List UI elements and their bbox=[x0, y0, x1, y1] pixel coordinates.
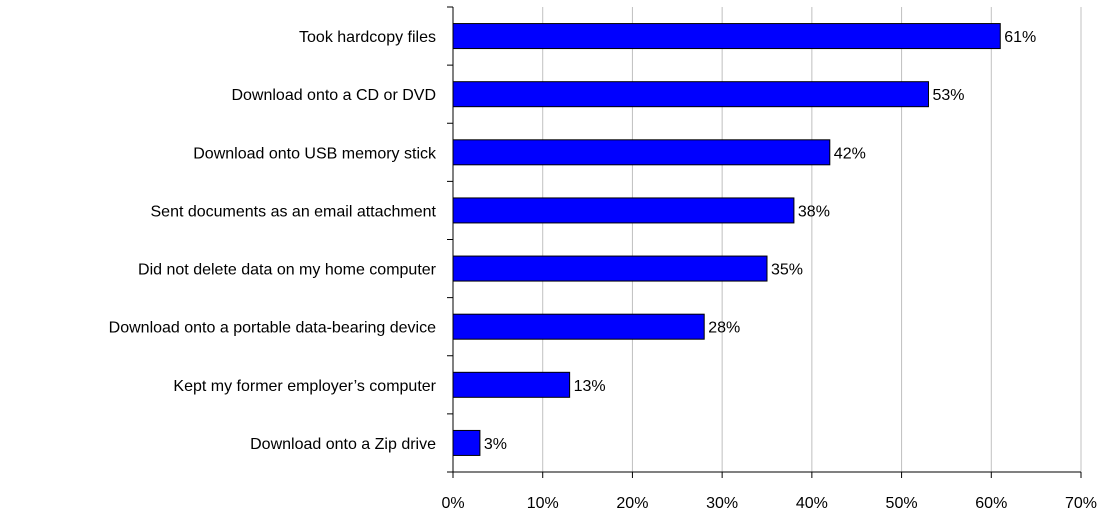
value-label: 61% bbox=[1004, 29, 1036, 46]
category-label: Sent documents as an email attachment bbox=[151, 203, 437, 220]
x-tick-label: 30% bbox=[706, 495, 738, 512]
x-tick-label: 10% bbox=[527, 495, 559, 512]
value-label: 3% bbox=[484, 436, 507, 453]
bars bbox=[452, 23, 1001, 456]
bar bbox=[452, 255, 768, 282]
x-tick-label: 0% bbox=[441, 495, 464, 512]
category-label: Download onto a portable data-bearing de… bbox=[109, 320, 436, 337]
x-tick-label: 50% bbox=[886, 495, 918, 512]
bar bbox=[452, 429, 481, 456]
bar bbox=[452, 23, 1001, 50]
value-label: 53% bbox=[932, 87, 964, 104]
axes bbox=[447, 6, 1082, 478]
bar bbox=[452, 371, 571, 398]
labels: 61% Took hardcopy files 53% Download onto a… bbox=[109, 29, 1097, 512]
bar bbox=[452, 81, 929, 108]
x-tick-label: 70% bbox=[1065, 495, 1097, 512]
x-tick-label: 40% bbox=[796, 495, 828, 512]
gridlines bbox=[542, 7, 1082, 472]
bar bbox=[452, 139, 831, 166]
value-label: 28% bbox=[708, 320, 740, 337]
x-tick-label: 60% bbox=[975, 495, 1007, 512]
category-label: Download onto USB memory stick bbox=[193, 145, 437, 162]
value-label: 42% bbox=[834, 145, 866, 162]
x-tick-label: 20% bbox=[616, 495, 648, 512]
category-label: Took hardcopy files bbox=[299, 29, 436, 46]
value-label: 38% bbox=[798, 203, 830, 220]
bar bbox=[452, 197, 795, 224]
category-label: Kept my former employer’s computer bbox=[173, 378, 436, 395]
category-label: Download onto a Zip drive bbox=[250, 436, 436, 453]
value-label: 35% bbox=[771, 262, 803, 279]
bar bbox=[452, 313, 705, 340]
category-label: Did not delete data on my home computer bbox=[138, 262, 437, 279]
category-label: Download onto a CD or DVD bbox=[231, 87, 436, 104]
value-label: 13% bbox=[574, 378, 606, 395]
